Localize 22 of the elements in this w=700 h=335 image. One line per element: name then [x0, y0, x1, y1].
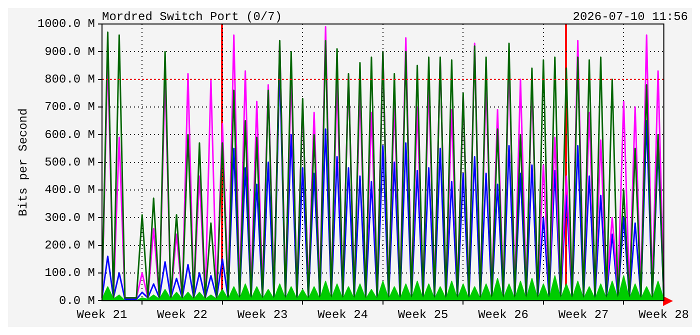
x-tick-label: Week 21: [76, 308, 128, 322]
y-axis-title: Bits per Second: [16, 108, 30, 216]
y-tick-label: 1000.0 M: [37, 17, 96, 32]
y-tick-label: 300.0 M: [44, 210, 96, 225]
y-tick-label: 900.0 M: [44, 44, 96, 59]
y-tick-label: 700.0 M: [44, 100, 96, 114]
y-tick-label: 400.0 M: [44, 183, 96, 198]
x-tick-label: Week 25: [398, 308, 448, 322]
chart-title: Mordred Switch Port (0/7): [102, 10, 282, 24]
x-tick-label: Week 24: [318, 308, 368, 322]
y-tick-label: 100.0 M: [44, 266, 96, 280]
y-tick-label: 500.0 M: [44, 155, 96, 170]
y-tick-label: 800.0 M: [44, 72, 96, 86]
x-tick-label: Week 22: [157, 308, 208, 322]
y-tick-label: 600.0 M: [44, 128, 96, 142]
annotation: 2026-07-10 11:56: [572, 10, 688, 24]
x-tick-label: Week 23: [237, 308, 288, 322]
x-tick-label: Week 26: [478, 308, 528, 322]
y-tick-label: 200.0 M: [44, 238, 96, 252]
y-tick-label: 0.0 M: [58, 294, 96, 308]
x-tick-label: Week 28: [638, 308, 690, 322]
x-tick-label: Week 27: [558, 308, 609, 322]
